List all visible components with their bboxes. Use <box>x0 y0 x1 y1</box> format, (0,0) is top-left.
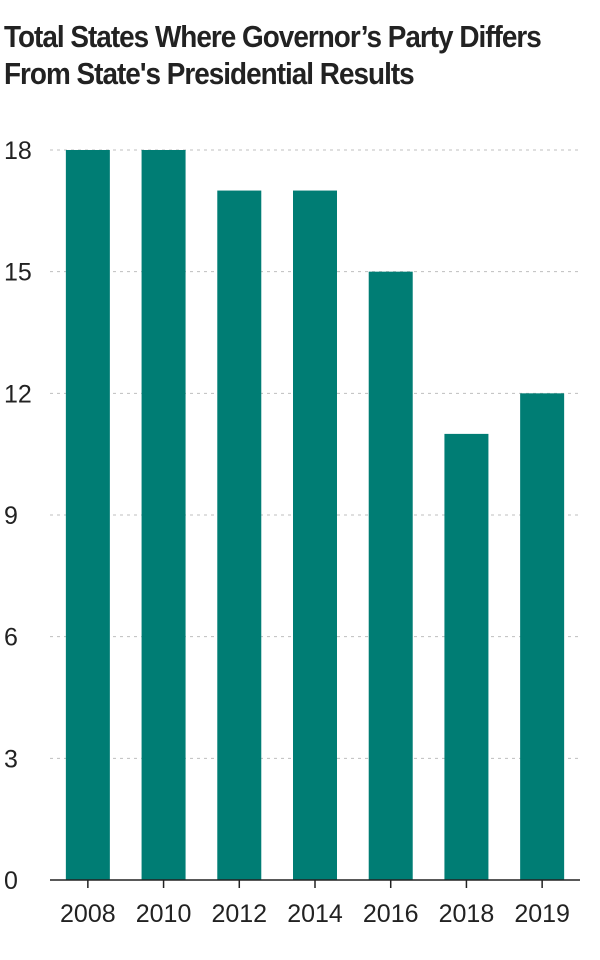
x-tick-label: 2008 <box>60 900 116 928</box>
y-tick-label: 6 <box>4 624 18 652</box>
bar-2018 <box>444 433 489 880</box>
bars <box>65 150 565 881</box>
x-tick-label: 2016 <box>363 900 419 928</box>
x-tick-label: 2014 <box>287 900 343 928</box>
chart-title: Total States Where Governor’s Party Diff… <box>4 18 542 92</box>
bar-2010 <box>141 150 186 880</box>
bar-2019 <box>520 393 565 880</box>
x-tick-label: 2012 <box>211 900 267 928</box>
chart-title-line-2: From State's Presidential Results <box>4 56 415 91</box>
chart-title-line-1: Total States Where Governor’s Party Diff… <box>4 19 542 54</box>
x-tick-label: 2018 <box>439 900 495 928</box>
y-tick-label: 18 <box>4 137 32 165</box>
x-tick-label: 2010 <box>136 900 192 928</box>
y-tick-label: 9 <box>4 502 18 530</box>
y-tick-label: 12 <box>4 380 32 408</box>
y-tick-label: 0 <box>4 867 18 895</box>
bar-2012 <box>217 190 262 881</box>
bar-2008 <box>65 150 110 880</box>
gridlines <box>50 149 580 759</box>
y-tick-label: 15 <box>4 259 32 287</box>
x-tick-label: 2019 <box>514 900 570 928</box>
axes: 0 3 6 9 12 15 18 2008 2010 2012 2014 2016 2018 2019 <box>4 137 580 928</box>
bar-2014 <box>293 190 337 881</box>
y-tick-label: 3 <box>4 745 18 773</box>
bar-2016 <box>368 271 413 881</box>
